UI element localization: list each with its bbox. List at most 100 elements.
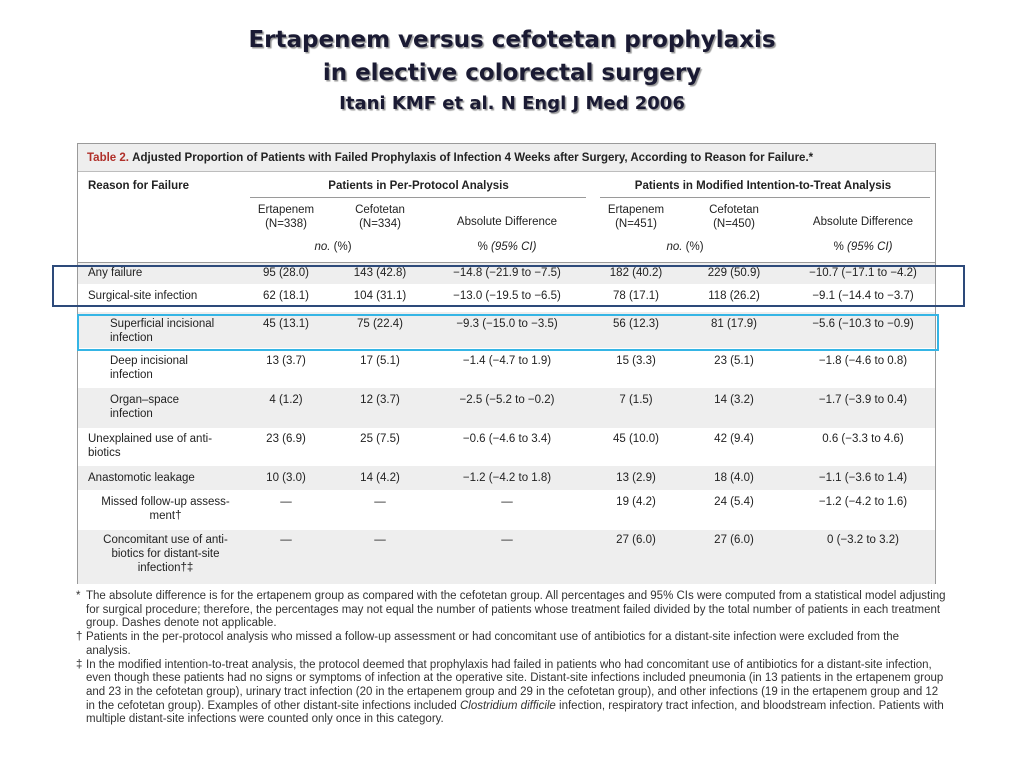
cell-mitt-difference: −1.2 (−4.2 to 1.6) xyxy=(818,496,908,508)
row-label: Concomitant use of anti-biotics for dist… xyxy=(103,534,228,574)
cell-mitt-cefotetan: 42 (9.4) xyxy=(714,433,754,445)
unit-pct: (%) xyxy=(685,241,704,253)
cell-mitt-difference: 0.6 (−3.3 to 4.6) xyxy=(822,433,904,445)
footnote-text: Patients in the per-protocol analysis wh… xyxy=(86,631,900,657)
table-footnotes: * The absolute difference is for the ert… xyxy=(76,590,946,727)
cell-mitt-difference: −1.8 (−4.6 to 0.8) xyxy=(818,355,908,367)
table-row: Unexplained use of anti-biotics 23 (6.9)… xyxy=(78,428,935,466)
col-header-pp-difference: Absolute Difference xyxy=(456,216,558,228)
cell-pp-cefotetan: — xyxy=(374,534,386,546)
cell-mitt-difference: −5.6 (−10.3 to −0.9) xyxy=(812,318,914,330)
cell-pp-cefotetan: 143 (42.8) xyxy=(353,267,407,279)
footnote-mark: ‡ xyxy=(76,658,83,671)
footnote-text: The absolute difference is for the ertap… xyxy=(86,590,946,630)
unit-no: no. xyxy=(666,241,683,253)
title-line-1: Ertapenem versus cefotetan prophylaxis xyxy=(248,27,776,53)
header-divider xyxy=(250,197,586,198)
table-row: Anastomotic leakage 10 (3.0) 14 (4.2) −1… xyxy=(78,466,935,490)
cell-pp-ertapenem: 95 (28.0) xyxy=(262,267,310,279)
cell-mitt-ertapenem: 182 (40.2) xyxy=(609,267,663,279)
row-label: Anastomotic leakage xyxy=(88,472,195,484)
cell-pp-ertapenem: 10 (3.0) xyxy=(266,472,306,484)
title-line-2: in elective colorectal surgery xyxy=(322,60,702,86)
unit-pct: (%) xyxy=(333,241,352,253)
cell-mitt-cefotetan: 27 (6.0) xyxy=(714,534,754,546)
cell-pp-ertapenem: — xyxy=(280,496,292,508)
col-header-pp-cefotetan: Cefotetan (N=334) xyxy=(340,203,420,231)
table-caption: Table 2. Adjusted Proportion of Patients… xyxy=(78,144,935,172)
cell-pp-ertapenem: — xyxy=(280,534,292,546)
table-label: Table 2. xyxy=(87,152,129,164)
unit-label-mitt-diff: % (95% CI) xyxy=(790,241,936,253)
table-row: Concomitant use of anti-biotics for dist… xyxy=(78,530,935,584)
cell-pp-cefotetan: 12 (3.7) xyxy=(360,394,400,406)
highlight-box-secondary xyxy=(77,314,939,351)
col-header-line: (N=338) xyxy=(265,218,307,230)
row-label: Organ–space infection xyxy=(110,394,180,420)
results-table: Table 2. Adjusted Proportion of Patients… xyxy=(77,143,936,584)
cell-pp-ertapenem: 23 (6.9) xyxy=(266,433,306,445)
col-header-reason: Reason for Failure xyxy=(88,180,189,192)
col-header-mitt-difference: Absolute Difference xyxy=(812,216,914,228)
footnote: ‡ In the modified intention-to-treat ana… xyxy=(76,659,946,728)
cell-mitt-cefotetan: 81 (17.9) xyxy=(710,318,758,330)
cell-pp-cefotetan: 75 (22.4) xyxy=(356,318,404,330)
unit-no: no. xyxy=(314,241,331,253)
header-divider xyxy=(600,197,930,198)
cell-mitt-cefotetan: 24 (5.4) xyxy=(714,496,754,508)
cell-pp-difference: −13.0 (−19.5 to −6.5) xyxy=(453,290,561,302)
col-header-mitt-cefotetan: Cefotetan (N=450) xyxy=(692,203,776,231)
cell-pp-difference: −2.5 (−5.2 to −0.2) xyxy=(459,394,555,406)
col-header-line: Ertapenem xyxy=(607,204,665,216)
unit-label-pp-diff: % (95% CI) xyxy=(434,241,580,253)
table-row: Surgical-site infection 62 (18.1) 104 (3… xyxy=(78,284,935,308)
cell-pp-ertapenem: 62 (18.1) xyxy=(262,290,310,302)
cell-pp-difference: — xyxy=(501,534,513,546)
row-label: Unexplained use of anti-biotics xyxy=(88,433,213,459)
col-header-line: (N=334) xyxy=(359,218,401,230)
cell-pp-difference: −14.8 (−21.9 to −7.5) xyxy=(453,267,561,279)
row-label: Surgical-site infection xyxy=(88,290,198,302)
cell-pp-difference: −1.2 (−4.2 to 1.8) xyxy=(462,472,552,484)
footnote: † Patients in the per-protocol analysis … xyxy=(76,631,946,658)
table-row: Superficial incisional infection 45 (13.… xyxy=(78,312,935,348)
unit-pct: % xyxy=(477,241,488,253)
col-header-line: Cefotetan xyxy=(355,204,405,216)
table-row: Organ–space infection 4 (1.2) 12 (3.7) −… xyxy=(78,388,935,428)
cell-mitt-ertapenem: 56 (12.3) xyxy=(612,318,660,330)
cell-pp-cefotetan: 104 (31.1) xyxy=(353,290,407,302)
cell-mitt-difference: 0 (−3.2 to 3.2) xyxy=(827,534,899,546)
table-caption-text: Adjusted Proportion of Patients with Fai… xyxy=(132,152,814,164)
cell-pp-ertapenem: 4 (1.2) xyxy=(269,394,303,406)
col-header-line: Ertapenem xyxy=(257,204,315,216)
cell-pp-cefotetan: 25 (7.5) xyxy=(360,433,400,445)
row-label: Superficial incisional infection xyxy=(110,318,215,344)
unit-ci: (95% CI) xyxy=(491,241,537,253)
highlight-box-primary xyxy=(52,265,965,307)
header-rule xyxy=(78,262,935,263)
table-row: Missed follow-up assess-ment† — — — 19 (… xyxy=(78,490,935,530)
footnote-text-italic: Clostridium difficile xyxy=(459,699,556,712)
cell-mitt-ertapenem: 45 (10.0) xyxy=(612,433,660,445)
footnote-text: infection, respiratory tract infection, … xyxy=(86,699,944,726)
footnote-mark: * xyxy=(76,590,81,602)
slide-title: Ertapenem versus cefotetan prophylaxis i… xyxy=(0,24,1024,118)
cell-mitt-ertapenem: 19 (4.2) xyxy=(616,496,656,508)
col-header-mitt-ertapenem: Ertapenem (N=451) xyxy=(594,203,678,231)
unit-pct: % xyxy=(833,241,844,253)
cell-mitt-ertapenem: 13 (2.9) xyxy=(616,472,656,484)
table-row: Deep incisional infection 13 (3.7) 17 (5… xyxy=(78,350,935,388)
cell-mitt-cefotetan: 118 (26.2) xyxy=(708,290,760,302)
footnote-text: In the modified intention-to-treat analy… xyxy=(86,658,944,712)
cell-mitt-difference: −9.1 (−14.4 to −3.7) xyxy=(812,290,914,302)
cell-mitt-difference: −10.7 (−17.1 to −4.2) xyxy=(809,267,917,279)
cell-mitt-cefotetan: 18 (4.0) xyxy=(714,472,754,484)
cell-mitt-cefotetan: 14 (3.2) xyxy=(714,394,754,406)
unit-label-pp: no. (%) xyxy=(246,241,420,253)
cell-mitt-cefotetan: 229 (50.9) xyxy=(707,267,761,279)
cell-mitt-ertapenem: 7 (1.5) xyxy=(619,394,653,406)
cell-pp-cefotetan: 17 (5.1) xyxy=(360,355,400,367)
unit-ci: (95% CI) xyxy=(847,241,893,253)
citation: Itani KMF et al. N Engl J Med 2006 xyxy=(339,93,685,114)
row-label: Missed follow-up assess-ment† xyxy=(101,496,230,522)
